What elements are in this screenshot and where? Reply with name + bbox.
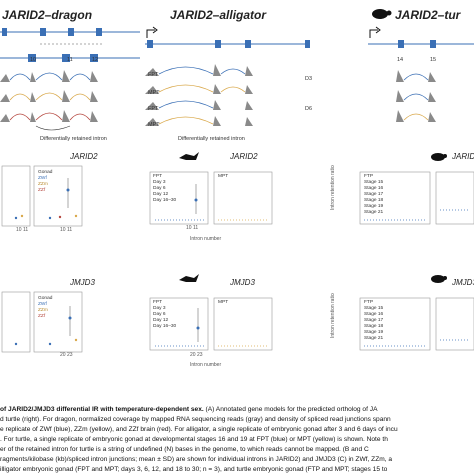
legend-zwf: ZWf [38,176,47,181]
alligator-mpt-title-c: MPT [218,300,229,305]
caption-l2: d turtle (right). For dragon, normalized… [0,416,391,423]
legend-stage16-c: Stage 16 [364,312,384,317]
y-axis-label-c: Intron retention ratio [330,293,336,338]
legend-stage15-c: Stage 15 [364,306,384,311]
jmjd3-alligator-label: JMJD3 [230,278,255,287]
legend-day3: Day 3 [153,180,166,185]
legend-stage16: Stage 16 [364,186,384,191]
dragon-exon-11: 11 [67,57,73,63]
dragon-exon-12: 12 [92,57,99,63]
legend-day12: Day 12 [153,192,169,197]
turtle-exon-15: 15 [430,57,437,63]
legend-zzm-c: ZZm [38,308,48,313]
caption-l1b: (A) Annotated gene models for the predic… [203,406,378,413]
legend-zzf-c: ZZf [38,314,46,319]
dri-label-alligator: Differentially retained intron [178,136,245,142]
legend-zwf-c: ZWf [38,302,47,307]
alligator-icon-b [179,152,199,160]
caption-title: of JARID2/JMJD3 differential IR with tem… [0,406,204,413]
alligator-icon-c [179,274,199,282]
jarid2-alligator-label: JARID2 [230,152,258,161]
alligator-track-1: FPT [148,72,159,78]
jmjd3-turtle-label: JMJD3 [452,278,474,287]
legend-day12-c: Day 12 [153,318,169,323]
legend-day16-30: Day 16–30 [153,198,177,203]
alligator-day-d6: D6 [305,106,313,112]
turtle-icon [372,9,392,19]
alligator-mpt-title: MPT [218,174,229,179]
alligator-day-d3: D3 [305,76,313,82]
legend-day6-c: Day 6 [153,312,166,317]
jarid2-dragon-label: JARID2 [70,152,98,161]
x-axis-label-c: Intron number [190,362,222,368]
turtle-exon-14: 14 [397,57,404,63]
figure-caption: of JARID2/JMJD3 differential IR with tem… [0,405,474,475]
turtle-ftp-title: FTP [364,174,374,179]
dragon-ticks-b2: 10 11 [60,227,73,233]
legend-stage17: Stage 17 [364,192,384,197]
turtle-ftp-title-c: FTP [364,300,374,305]
caption-l7: illigator embryonic gonad (FPT and MPT; … [0,466,388,473]
turtle-gene-model [368,26,474,122]
turtle-icon-b [431,153,447,161]
legend-day3-c: Day 3 [153,306,166,311]
alligator-title: JARID2–alligator [170,8,267,22]
legend-stage19-c: Stage 19 [364,330,384,335]
alligator-fpt-title-c: FPT [153,300,163,305]
dragon-legend-b: Gonad ZWf ZZm ZZf [38,170,52,194]
legend-stage18-c: Stage 18 [364,324,384,329]
legend-zzm: ZZm [38,182,48,187]
legend-stage21-c: Stage 21 [364,336,384,341]
dragon-gene-model [0,28,140,131]
jarid2-plots [1,165,474,227]
dragon-title: JARID2–dragon [2,8,93,22]
alligator-fpt-legend-c: FPT Day 3 Day 6 Day 12 Day 16–30 [153,300,176,330]
caption-l6: ragments/kilobase (kb)/spliced intron ju… [0,456,393,463]
alligator-track-2: MPT [148,90,160,96]
jmjd3-plots [1,291,474,353]
dragon-legend-title-c: Gonad [38,296,53,301]
legend-stage19: Stage 19 [364,204,384,209]
y-axis-label-b: Intron retention ratio [330,165,336,210]
dragon-exon-10: 10 [30,57,37,63]
caption-l4: . For turtle, a single replicate of embr… [0,436,388,443]
legend-day16-30-c: Day 16–30 [153,324,177,329]
caption-l3: e replicate of ZWf (blue), ZZm (yellow),… [0,426,398,433]
dragon-ticks-b1: 10 11 [16,227,29,233]
alligator-gene-model [145,26,310,126]
legend-zzf: ZZf [38,188,46,193]
alligator-track-4: MPT [148,122,160,128]
turtle-stage-legend: FTP Stage 15 Stage 16 Stage 17 Stage 18 … [364,174,383,216]
jmjd3-alligator-ticks: 20 23 [190,352,203,358]
jarid2-turtle-label: JARID2 [452,152,474,161]
legend-day6: Day 6 [153,186,166,191]
legend-stage18: Stage 18 [364,198,384,203]
jmjd3-dragon-label: JMJD3 [70,278,95,287]
turtle-title: JARID2–tur [395,8,461,22]
x-axis-label-b: Intron number [190,236,222,242]
legend-stage21: Stage 21 [364,210,384,215]
dragon-legend-title: Gonad [38,170,53,175]
alligator-fpt-legend: FPT Day 3 Day 6 Day 12 Day 16–30 [153,174,176,204]
alligator-track-3: FPT [148,106,159,112]
turtle-stage-legend-c: FTP Stage 15 Stage 16 Stage 17 Stage 18 … [364,300,383,342]
dragon-legend-c: Gonad ZWf ZZm ZZf [38,296,52,320]
alligator-ticks-b: 10 11 [186,225,199,231]
legend-stage15: Stage 15 [364,180,384,185]
alligator-fpt-title: FPT [153,174,163,179]
caption-l5: er of the retained intron for turtle is … [0,446,369,453]
turtle-icon-c [431,275,447,283]
dri-label-dragon: Differentially retained intron [40,136,107,142]
jmjd3-dragon-ticks: 20 23 [60,352,73,358]
legend-stage17-c: Stage 17 [364,318,384,323]
